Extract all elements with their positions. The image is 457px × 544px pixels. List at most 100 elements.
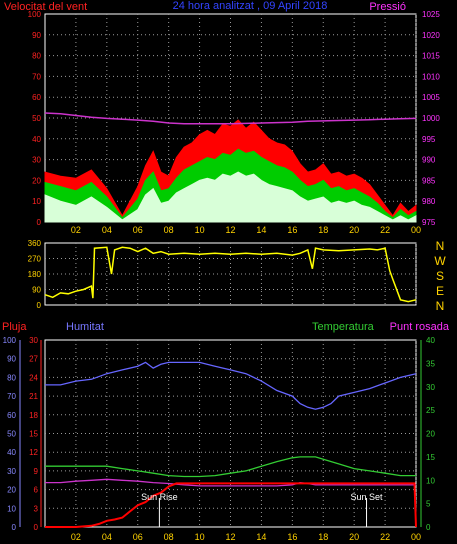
series-direction xyxy=(44,246,417,303)
x-tick-label: 10 xyxy=(195,532,205,542)
y-tick-label: 35 xyxy=(426,359,435,368)
y-tick-label: 1015 xyxy=(422,52,440,61)
rain-axis-title: Pluja xyxy=(2,321,27,333)
y-tick-label: 100 xyxy=(3,336,17,345)
y-tick-label: 180 xyxy=(28,270,42,279)
y-tick-label: 90 xyxy=(32,31,41,40)
y-tick-label: 5 xyxy=(426,500,431,509)
y-tick-label: 21 xyxy=(29,392,38,401)
x-tick-label: 02 xyxy=(71,225,81,235)
temp-series: Sun Rise Sun Set xyxy=(45,361,417,528)
x-tick-label: 12 xyxy=(225,225,235,235)
pressure-axis-title: Pressió xyxy=(369,1,406,13)
y-tick-label: 985 xyxy=(422,176,436,185)
x-tick-label: 18 xyxy=(318,532,328,542)
y-tick-label: 40 xyxy=(7,448,16,457)
series-humidity xyxy=(45,361,417,410)
y-tick-label: 975 xyxy=(422,218,436,227)
y-tick-label: 15 xyxy=(426,453,435,462)
y-tick-label: 100 xyxy=(28,10,42,19)
y-tick-label: 70 xyxy=(32,72,41,81)
y-tick-label: 50 xyxy=(7,430,16,439)
y-tick-label: 3 xyxy=(34,504,39,513)
sun-set-label: Sun Set xyxy=(351,492,384,502)
wind-pressure-panel: 0102030405060708090100975980985990995100… xyxy=(4,0,440,235)
wind-speed-axis-title: Velocitat del vent xyxy=(4,1,87,13)
temp-tick-labels: 0102030405060708090100036912151821242730… xyxy=(3,336,436,542)
y-tick-label: 50 xyxy=(32,114,41,123)
direction-letter: W xyxy=(434,254,446,268)
y-tick-label: 20 xyxy=(7,486,16,495)
y-tick-label: 60 xyxy=(7,411,16,420)
x-tick-label: 14 xyxy=(256,532,266,542)
y-tick-label: 1020 xyxy=(422,31,440,40)
y-tick-label: 30 xyxy=(7,467,16,476)
x-tick-label: 22 xyxy=(380,532,390,542)
y-tick-label: 1025 xyxy=(422,10,440,19)
x-tick-label: 22 xyxy=(380,225,390,235)
y-tick-label: 10 xyxy=(426,476,435,485)
y-tick-label: 70 xyxy=(7,392,16,401)
x-tick-label: 06 xyxy=(133,225,143,235)
y-tick-label: 0 xyxy=(426,523,431,532)
y-tick-label: 15 xyxy=(29,430,38,439)
y-tick-label: 40 xyxy=(426,336,435,345)
direction-letter: S xyxy=(436,269,444,283)
series-wind-min xyxy=(44,171,417,223)
y-tick-label: 0 xyxy=(12,523,17,532)
x-tick-label: 04 xyxy=(102,532,112,542)
x-tick-label: 16 xyxy=(287,532,297,542)
x-tick-label: 18 xyxy=(318,225,328,235)
y-tick-label: 80 xyxy=(7,373,16,382)
y-tick-label: 30 xyxy=(29,336,38,345)
x-tick-label: 20 xyxy=(349,225,359,235)
direction-grid xyxy=(44,242,417,306)
dewpoint-axis-title: Punt rosada xyxy=(390,321,450,333)
series-temperature xyxy=(45,456,416,478)
temp-grid xyxy=(44,339,417,528)
direction-letter: E xyxy=(436,284,444,298)
y-tick-label: 1005 xyxy=(422,93,440,102)
y-tick-label: 20 xyxy=(32,176,41,185)
x-tick-label: 10 xyxy=(195,225,205,235)
y-tick-label: 9 xyxy=(34,467,39,476)
y-tick-label: 980 xyxy=(422,197,436,206)
temperature-axis-title: Temperatura xyxy=(312,321,375,333)
y-tick-label: 0 xyxy=(34,523,39,532)
y-tick-label: 40 xyxy=(32,135,41,144)
direction-letter: N xyxy=(436,299,445,313)
y-tick-label: 30 xyxy=(426,383,435,392)
y-tick-label: 25 xyxy=(426,406,435,415)
y-tick-label: 270 xyxy=(28,255,42,264)
x-tick-label: 16 xyxy=(287,225,297,235)
y-tick-label: 18 xyxy=(29,411,38,420)
y-tick-label: 20 xyxy=(426,430,435,439)
x-tick-label: 00 xyxy=(411,225,421,235)
x-tick-label: 04 xyxy=(102,225,112,235)
y-tick-label: 80 xyxy=(32,52,41,61)
wind-series xyxy=(44,112,417,223)
y-tick-label: 90 xyxy=(7,355,16,364)
x-tick-label: 08 xyxy=(164,225,174,235)
wind-tick-labels: 0102030405060708090100975980985990995100… xyxy=(28,10,441,235)
humidity-axis-title: Humitat xyxy=(66,321,104,333)
y-tick-label: 995 xyxy=(422,135,436,144)
y-tick-label: 0 xyxy=(37,218,42,227)
y-tick-label: 990 xyxy=(422,156,436,165)
x-tick-label: 00 xyxy=(411,532,421,542)
series-pressure xyxy=(44,112,417,125)
x-tick-label: 06 xyxy=(133,532,143,542)
series-dewpoint xyxy=(45,478,416,487)
y-tick-label: 60 xyxy=(32,93,41,102)
y-tick-label: 6 xyxy=(34,486,39,495)
x-tick-label: 02 xyxy=(71,532,81,542)
sun-rise-label: Sun Rise xyxy=(141,492,178,502)
temperature-humidity-panel: Sun Rise Sun Set 010203040506070809010003… xyxy=(2,321,450,542)
y-tick-label: 10 xyxy=(7,504,16,513)
y-tick-label: 12 xyxy=(29,448,38,457)
y-tick-label: 1000 xyxy=(422,114,440,123)
